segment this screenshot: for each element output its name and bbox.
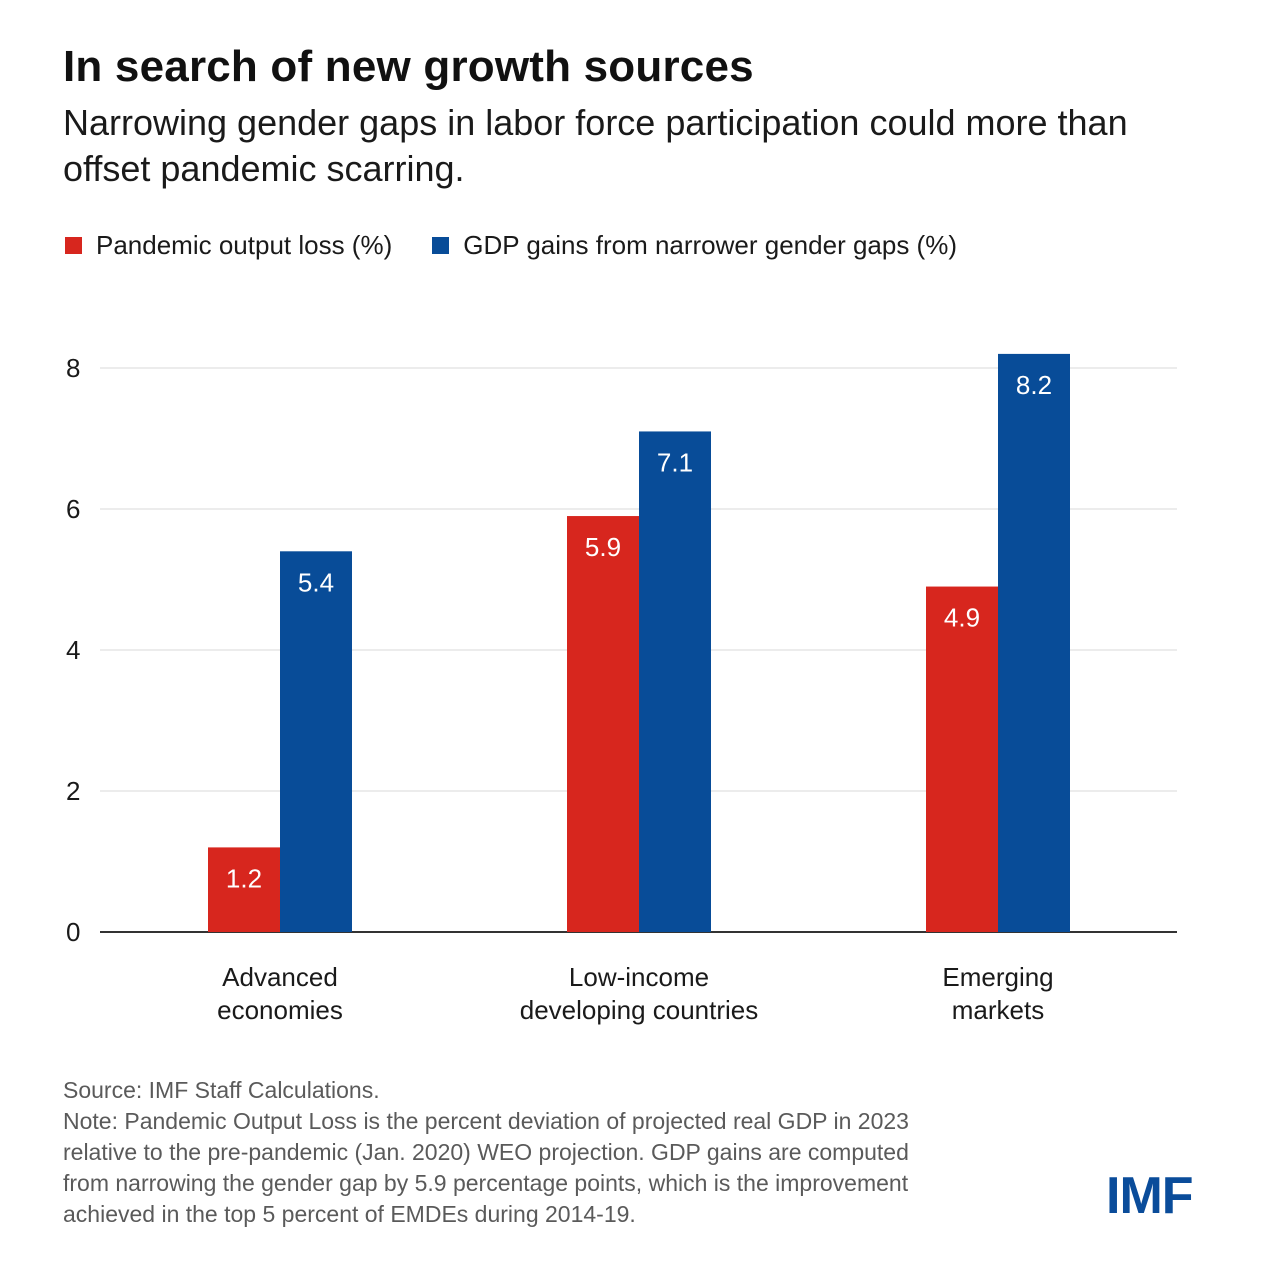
bar bbox=[567, 516, 639, 932]
bar-chart: 1.2 5.4 5.9 7.1 4.9 8.2 0 2 4 6 8 Advancedeconomi… bbox=[66, 353, 1177, 1025]
category-label: developing countries bbox=[520, 995, 759, 1025]
data-label: 7.1 bbox=[657, 447, 693, 477]
data-label: 4.9 bbox=[944, 603, 980, 633]
source-text: Source: IMF Staff Calculations. bbox=[63, 1077, 380, 1103]
data-label: 8.2 bbox=[1016, 370, 1052, 400]
y-tick-label: 4 bbox=[66, 635, 80, 665]
legend-swatch-gdp-gains bbox=[432, 237, 450, 254]
bar bbox=[639, 431, 711, 932]
data-label: 1.2 bbox=[226, 863, 262, 893]
bar bbox=[280, 551, 352, 932]
imf-logo: IMF bbox=[1106, 1167, 1194, 1225]
y-tick-label: 8 bbox=[66, 353, 80, 383]
data-label: 5.9 bbox=[585, 532, 621, 562]
y-tick-label: 2 bbox=[66, 776, 80, 806]
bars bbox=[208, 353, 1070, 932]
category-label: Advanced bbox=[222, 962, 338, 992]
category-label: markets bbox=[952, 995, 1044, 1025]
category-label: Emerging bbox=[942, 962, 1053, 992]
legend-item-output-loss: Pandemic output loss (%) bbox=[65, 230, 392, 261]
bar bbox=[208, 847, 280, 932]
footer-notes: Source: IMF Staff Calculations. Note: Pa… bbox=[63, 1075, 1023, 1230]
note-line-2: relative to the pre-pandemic (Jan. 2020)… bbox=[63, 1139, 909, 1165]
bar bbox=[926, 586, 998, 932]
legend-label-output-loss: Pandemic output loss (%) bbox=[96, 230, 393, 260]
data-labels: 1.2 5.4 5.9 7.1 4.9 8.2 bbox=[226, 370, 1052, 894]
note-line-1: Note: Pandemic Output Loss is the percen… bbox=[63, 1108, 909, 1134]
legend: Pandemic output loss (%) GDP gains from … bbox=[65, 230, 997, 261]
category-label: economies bbox=[217, 995, 343, 1025]
data-label: 5.4 bbox=[298, 567, 334, 597]
note-line-3: from narrowing the gender gap by 5.9 per… bbox=[63, 1170, 909, 1196]
legend-swatch-output-loss bbox=[65, 237, 82, 254]
chart-subtitle: Narrowing gender gaps in labor force par… bbox=[63, 102, 1128, 189]
category-label: Low-income bbox=[569, 962, 709, 992]
legend-label-gdp-gains: GDP gains from narrower gender gaps (%) bbox=[463, 230, 957, 260]
y-tick-label: 0 bbox=[66, 917, 80, 947]
chart-title: In search of new growth sources bbox=[63, 42, 754, 91]
legend-item-gdp-gains: GDP gains from narrower gender gaps (%) bbox=[432, 230, 957, 261]
bar bbox=[998, 353, 1070, 932]
y-tick-labels: 0 2 4 6 8 bbox=[66, 353, 80, 947]
note-line-4: achieved in the top 5 percent of EMDEs d… bbox=[63, 1201, 636, 1227]
y-tick-label: 6 bbox=[66, 494, 80, 524]
